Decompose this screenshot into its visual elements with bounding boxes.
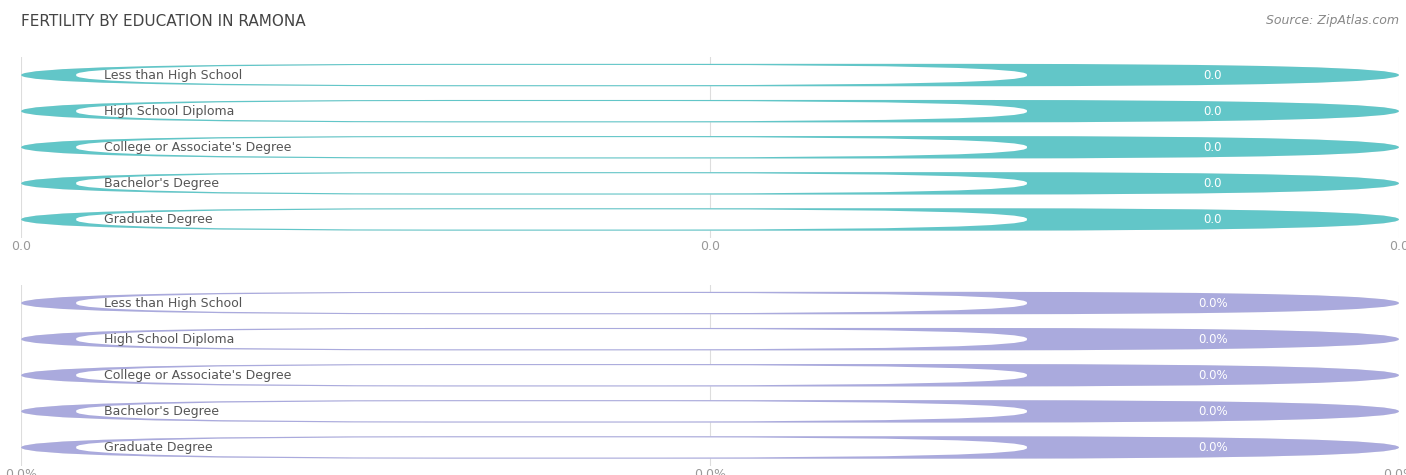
- FancyBboxPatch shape: [21, 136, 1399, 159]
- Text: 0.0%: 0.0%: [1198, 405, 1227, 418]
- FancyBboxPatch shape: [76, 329, 1026, 349]
- Text: High School Diploma: High School Diploma: [104, 104, 235, 118]
- Text: 0.0%: 0.0%: [1198, 332, 1227, 346]
- FancyBboxPatch shape: [21, 172, 1399, 195]
- FancyBboxPatch shape: [21, 64, 1399, 86]
- FancyBboxPatch shape: [21, 292, 1399, 314]
- FancyBboxPatch shape: [21, 364, 1399, 387]
- FancyBboxPatch shape: [21, 64, 1399, 86]
- FancyBboxPatch shape: [21, 136, 1399, 159]
- Text: 0.0%: 0.0%: [1198, 369, 1227, 382]
- Text: 0.0: 0.0: [1204, 68, 1222, 82]
- FancyBboxPatch shape: [21, 292, 1399, 314]
- Text: 0.0: 0.0: [1204, 141, 1222, 154]
- FancyBboxPatch shape: [76, 437, 1026, 457]
- FancyBboxPatch shape: [76, 365, 1026, 385]
- Text: 0.0%: 0.0%: [1198, 441, 1227, 454]
- Text: Less than High School: Less than High School: [104, 296, 242, 310]
- Text: Less than High School: Less than High School: [104, 68, 242, 82]
- FancyBboxPatch shape: [76, 65, 1026, 85]
- Text: FERTILITY BY EDUCATION IN RAMONA: FERTILITY BY EDUCATION IN RAMONA: [21, 14, 305, 29]
- FancyBboxPatch shape: [21, 100, 1399, 123]
- FancyBboxPatch shape: [76, 209, 1026, 229]
- Text: 0.0: 0.0: [1204, 104, 1222, 118]
- FancyBboxPatch shape: [76, 293, 1026, 313]
- Text: Source: ZipAtlas.com: Source: ZipAtlas.com: [1265, 14, 1399, 27]
- Text: 0.0: 0.0: [1204, 213, 1222, 226]
- FancyBboxPatch shape: [21, 100, 1399, 123]
- FancyBboxPatch shape: [21, 400, 1399, 423]
- FancyBboxPatch shape: [76, 401, 1026, 421]
- Text: 0.0: 0.0: [1204, 177, 1222, 190]
- FancyBboxPatch shape: [21, 328, 1399, 351]
- FancyBboxPatch shape: [76, 173, 1026, 193]
- FancyBboxPatch shape: [21, 328, 1399, 351]
- FancyBboxPatch shape: [21, 364, 1399, 387]
- Text: College or Associate's Degree: College or Associate's Degree: [104, 369, 291, 382]
- FancyBboxPatch shape: [21, 400, 1399, 423]
- Text: High School Diploma: High School Diploma: [104, 332, 235, 346]
- FancyBboxPatch shape: [76, 137, 1026, 157]
- FancyBboxPatch shape: [21, 436, 1399, 459]
- Text: College or Associate's Degree: College or Associate's Degree: [104, 141, 291, 154]
- FancyBboxPatch shape: [76, 101, 1026, 121]
- Text: Graduate Degree: Graduate Degree: [104, 213, 212, 226]
- FancyBboxPatch shape: [21, 172, 1399, 195]
- FancyBboxPatch shape: [21, 208, 1399, 231]
- Text: 0.0%: 0.0%: [1198, 296, 1227, 310]
- Text: Graduate Degree: Graduate Degree: [104, 441, 212, 454]
- Text: Bachelor's Degree: Bachelor's Degree: [104, 177, 219, 190]
- Text: Bachelor's Degree: Bachelor's Degree: [104, 405, 219, 418]
- FancyBboxPatch shape: [21, 208, 1399, 231]
- FancyBboxPatch shape: [21, 436, 1399, 459]
